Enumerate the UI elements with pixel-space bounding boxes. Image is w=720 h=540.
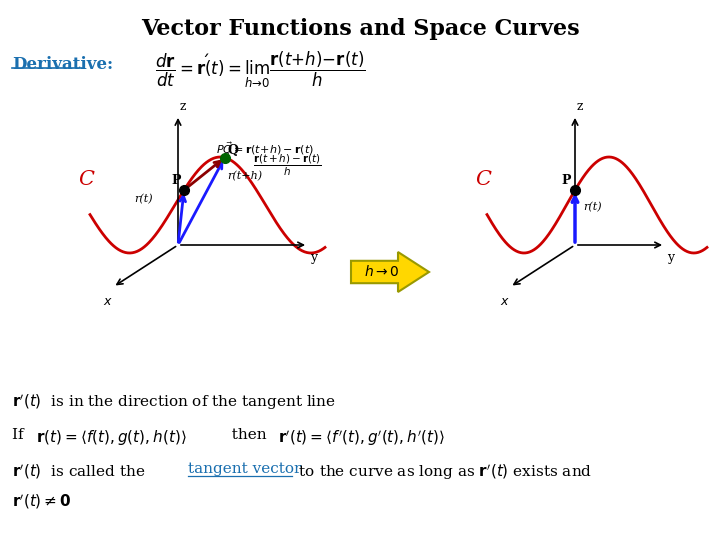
Text: z: z <box>577 100 583 113</box>
Text: $x$: $x$ <box>500 295 510 308</box>
Text: $\mathbf{r}'(t)$  is in the direction of the tangent line: $\mathbf{r}'(t)$ is in the direction of … <box>12 392 336 411</box>
Text: to the curve as long as $\mathbf{r}'(t)$ exists and: to the curve as long as $\mathbf{r}'(t)$… <box>294 462 592 482</box>
Text: $\dfrac{\mathbf{r}(t+h)-\mathbf{r}(t)}{h}$: $\dfrac{\mathbf{r}(t+h)-\mathbf{r}(t)}{h… <box>253 153 321 178</box>
Text: P: P <box>561 174 570 187</box>
Text: $\dfrac{d\mathbf{r}}{dt} = \mathbf{r}\'(t) = \lim_{h \to 0}\dfrac{\mathbf{r}(t+h: $\dfrac{d\mathbf{r}}{dt} = \mathbf{r}\'(… <box>155 50 365 90</box>
Text: Vector Functions and Space Curves: Vector Functions and Space Curves <box>140 18 580 40</box>
Text: $\mathbf{r}(t)=\langle f(t), g(t), h(t)\rangle$: $\mathbf{r}(t)=\langle f(t), g(t), h(t)\… <box>36 428 186 447</box>
Text: P: P <box>171 174 181 187</box>
Text: r(t): r(t) <box>583 202 602 212</box>
Text: tangent vector: tangent vector <box>188 462 302 476</box>
Text: If: If <box>12 428 33 442</box>
Text: $\mathbf{r}'(t)=\langle f'(t), g'(t), h'(t)\rangle$: $\mathbf{r}'(t)=\langle f'(t), g'(t), h'… <box>278 428 446 448</box>
Text: $P\vec{Q}=\mathbf{r}(t\!+\!h)-\mathbf{r}(t)$: $P\vec{Q}=\mathbf{r}(t\!+\!h)-\mathbf{r}… <box>216 140 315 157</box>
Text: z: z <box>180 100 186 113</box>
Text: y: y <box>667 251 674 264</box>
Text: C: C <box>78 170 94 189</box>
Text: Derivative:: Derivative: <box>12 56 113 73</box>
Text: Q: Q <box>228 144 238 157</box>
Text: C: C <box>475 170 491 189</box>
Text: r(t+h): r(t+h) <box>228 171 263 181</box>
Text: $\mathbf{r}'(t) \neq \mathbf{0}$: $\mathbf{r}'(t) \neq \mathbf{0}$ <box>12 492 71 511</box>
Text: $h \rightarrow 0$: $h \rightarrow 0$ <box>364 264 400 279</box>
Text: then: then <box>222 428 276 442</box>
Text: y: y <box>310 251 317 264</box>
Text: $\mathbf{r}'(t)$  is called the: $\mathbf{r}'(t)$ is called the <box>12 462 146 481</box>
Polygon shape <box>351 252 429 292</box>
Text: r(t): r(t) <box>134 194 153 204</box>
Text: $x$: $x$ <box>103 295 113 308</box>
